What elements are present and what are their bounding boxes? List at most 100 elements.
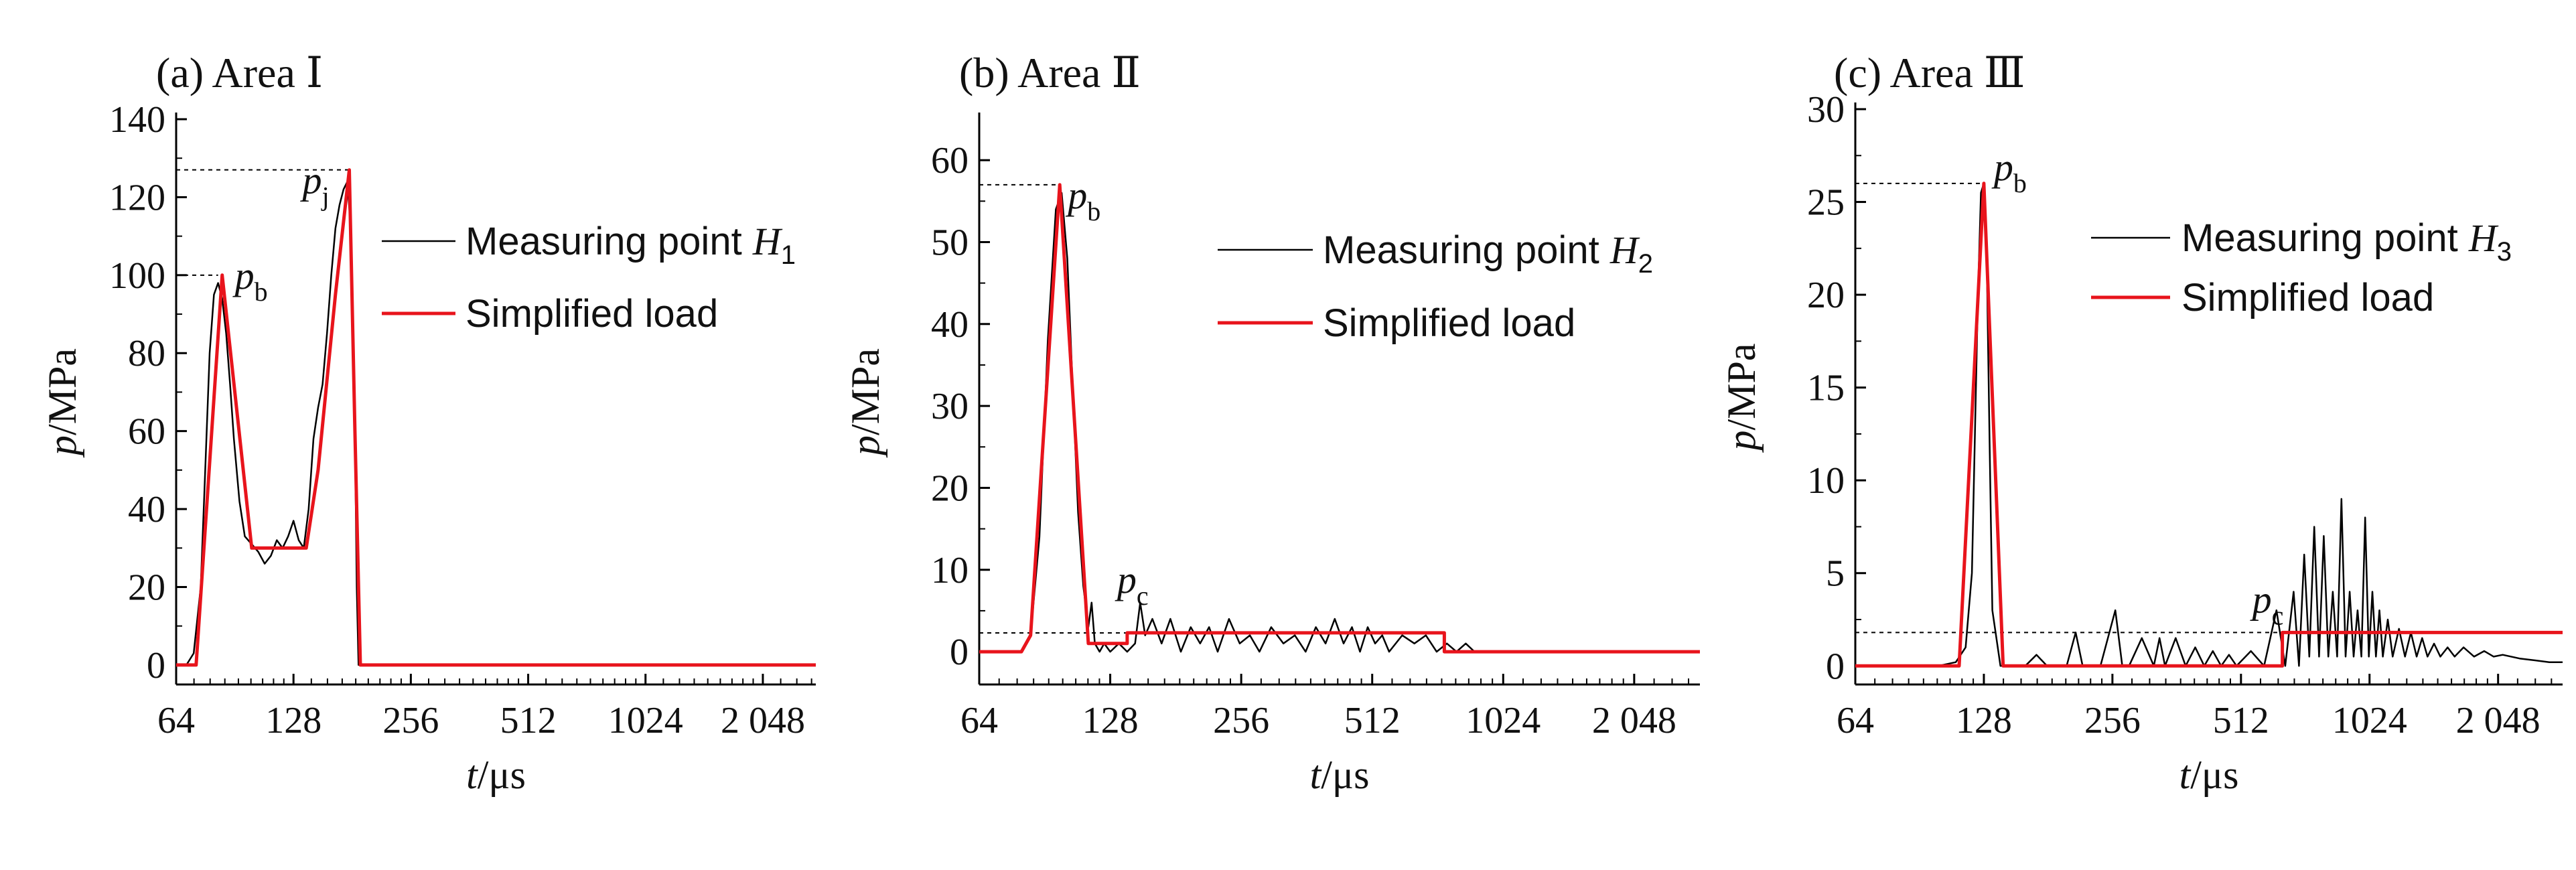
y-axis-label-unit: /MPa [843, 348, 887, 435]
y-axis-label: p/MPa [1719, 343, 1764, 453]
y-axis-label: p/MPa [40, 348, 84, 458]
y-tick-label: 25 [1807, 182, 1845, 224]
y-axis-label-var: p [843, 435, 887, 458]
annotation-pc: pc [2250, 577, 2284, 630]
x-tick-label: 512 [2213, 700, 2269, 741]
y-tick-label: 0 [147, 645, 165, 686]
x-tick-label: 64 [157, 700, 195, 741]
annotation-pb: pb [232, 254, 268, 307]
y-tick-label: 50 [931, 222, 969, 263]
annotation-var: p [1065, 173, 1087, 217]
y-tick-label: 20 [1807, 275, 1845, 316]
annotation-var: p [1115, 558, 1137, 601]
y-tick-label: 60 [931, 140, 969, 182]
legend-label-main: Measuring point [466, 220, 753, 263]
legend-label-simplified: Simplified load [2181, 276, 2434, 319]
legend-label-measured: Measuring point H2 [1323, 228, 1653, 279]
x-axis-label-unit: /μs [1321, 753, 1369, 797]
y-tick-label: 5 [1826, 553, 1845, 595]
x-tick-label: 512 [500, 700, 557, 741]
x-tick-label: 128 [1956, 700, 2012, 741]
x-axis-label: t/μs [466, 753, 526, 797]
measured-series-line [979, 192, 1700, 653]
x-axis-label-unit: /μs [2190, 753, 2238, 797]
measured-series-line [1855, 182, 2563, 667]
x-tick-label: 1024 [608, 700, 683, 741]
legend-label-main: Measuring point [1323, 228, 1610, 272]
annotation-pb: pb [1991, 145, 2027, 198]
x-axis-label: t/μs [1310, 753, 1370, 797]
annotation-pj: pj [300, 159, 330, 212]
y-tick-label: 40 [931, 304, 969, 346]
annotation-pb: pb [1065, 173, 1100, 226]
chart-panel-1: (a) Area Ⅰ 0 20 40 60 80 100 120 140 64 128 256 512 1… [40, 49, 816, 797]
annotation-var: p [2250, 577, 2272, 621]
annotation-var: p [300, 159, 322, 202]
legend-label-measured: Measuring point H3 [2181, 216, 2512, 267]
x-tick-label: 128 [1082, 700, 1139, 741]
annotation-sub: b [255, 277, 268, 307]
y-tick-label: 80 [128, 333, 165, 374]
x-axis-label-var: t [1310, 753, 1322, 797]
annotation-var: p [232, 254, 255, 297]
legend-label-sub: 2 [1638, 249, 1653, 279]
x-axis-label: t/μs [2179, 753, 2239, 797]
chart-panel-3: (c) Area Ⅲ 0 5 10 15 20 25 30 64 128 256 512 1024 2 0… [1719, 49, 2563, 797]
y-axis-label: p/MPa [843, 348, 887, 458]
annotation-var: p [1991, 145, 2013, 189]
annotation-sub: b [2013, 168, 2027, 198]
x-tick-label: 256 [382, 700, 439, 741]
y-tick-label: 30 [1807, 89, 1845, 131]
x-tick-label: 2 048 [2456, 700, 2541, 741]
x-tick-label: 2 048 [1592, 700, 1676, 741]
chart-title: (b) Area Ⅱ [959, 49, 1141, 96]
legend-label-var: H [1609, 228, 1640, 272]
y-tick-label: 15 [1807, 368, 1845, 409]
y-tick-label: 10 [931, 550, 969, 591]
simplified-load-line [979, 183, 1700, 654]
chart-title: (c) Area Ⅲ [1834, 49, 2025, 96]
y-tick-label: 10 [1807, 460, 1845, 502]
annotation-sub: j [321, 182, 330, 212]
y-axis-label-var: p [40, 435, 84, 458]
legend-label-var: H [752, 220, 783, 263]
legend-label-var: H [2468, 216, 2499, 260]
y-tick-label: 0 [1826, 646, 1845, 687]
annotation-sub: b [1087, 196, 1100, 226]
y-tick-label: 100 [109, 255, 165, 297]
annotation-pc: pc [1115, 558, 1149, 611]
x-tick-label: 256 [2084, 700, 2141, 741]
simplified-load-line [1855, 182, 2563, 668]
legend-label-sub: 3 [2497, 237, 2512, 267]
annotation-sub: c [1137, 581, 1149, 611]
legend-label-main: Measuring point [2181, 216, 2469, 260]
measured-series-line [176, 180, 816, 666]
x-axis-label-var: t [466, 753, 478, 797]
y-tick-label: 140 [109, 99, 165, 141]
y-axis-label-var: p [1719, 431, 1764, 453]
x-tick-label: 64 [960, 700, 998, 741]
y-tick-label: 120 [109, 177, 165, 218]
y-tick-label: 20 [128, 567, 165, 608]
x-tick-label: 512 [1344, 700, 1401, 741]
chart-panel-2: (b) Area Ⅱ 0 10 20 30 40 50 60 64 128 256 512 1024 2 … [843, 49, 1700, 797]
legend-label-sub: 1 [781, 240, 796, 270]
x-tick-label: 2 048 [721, 700, 805, 741]
y-tick-label: 40 [128, 489, 165, 530]
x-axis-label-var: t [2179, 753, 2192, 797]
y-axis-label-unit: /MPa [1719, 343, 1764, 430]
chart-title: (a) Area Ⅰ [156, 49, 323, 96]
y-tick-label: 20 [931, 467, 969, 509]
x-tick-label: 128 [265, 700, 321, 741]
y-tick-label: 0 [950, 632, 969, 673]
x-tick-label: 64 [1837, 700, 1874, 741]
simplified-load-line [176, 168, 816, 667]
legend-label-simplified: Simplified load [1323, 301, 1575, 345]
x-tick-label: 1024 [2332, 700, 2407, 741]
y-tick-label: 60 [128, 411, 165, 453]
y-tick-label: 30 [931, 386, 969, 427]
x-axis-label-unit: /μs [478, 753, 526, 797]
y-axis-label-unit: /MPa [40, 348, 84, 435]
x-tick-label: 256 [1213, 700, 1269, 741]
